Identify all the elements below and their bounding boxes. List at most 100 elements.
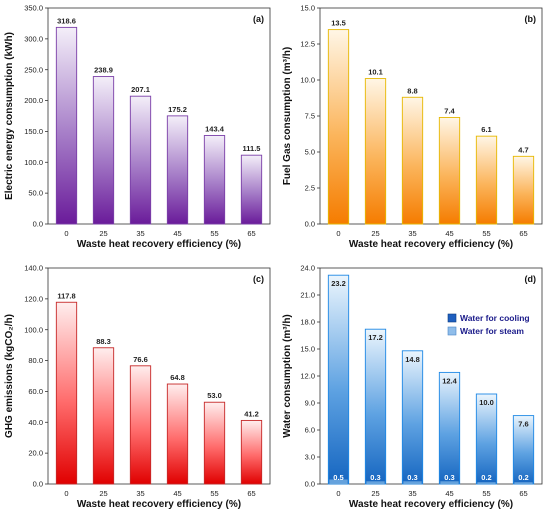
x-tick-label: 0 xyxy=(336,489,340,498)
steam-value-label: 0.2 xyxy=(518,473,528,482)
y-ticks-c: 0.0 20.0 40.0 60.0 80.0 100.0 120.0 140.0 xyxy=(24,264,48,489)
bars-c: 117.8 88.3 76.6 64.8 53.0 41.2 xyxy=(55,291,263,485)
bar-value-label: 111.5 xyxy=(243,144,261,153)
bar-value-label: 238.9 xyxy=(94,66,113,75)
legend-d: Water for cooling Water for steam xyxy=(447,313,530,336)
bar-value-label: 23.2 xyxy=(331,279,346,288)
y-tick-label: 60.0 xyxy=(28,387,43,396)
bar-steam xyxy=(403,481,422,484)
legend-swatch-steam xyxy=(447,326,457,336)
x-axis-title-a: Waste heat recovery efficiency (%) xyxy=(77,239,241,250)
legend-label-cooling: Water for cooling xyxy=(460,313,530,323)
x-tick-label: 45 xyxy=(173,489,181,498)
x-tick-label: 55 xyxy=(210,229,218,238)
y-tick-label: 80.0 xyxy=(28,356,43,365)
x-ticks-d: 0 25 35 45 55 65 xyxy=(336,489,527,498)
x-tick-label: 25 xyxy=(99,229,107,238)
bar-value-label: 7.4 xyxy=(444,106,455,115)
plot-frame-c xyxy=(47,267,271,485)
x-tick-label: 65 xyxy=(247,489,255,498)
panel-tag-a: (a) xyxy=(253,14,264,24)
x-tick-label: 65 xyxy=(247,229,255,238)
x-tick-label: 35 xyxy=(136,229,144,238)
bar-value-label: 6.1 xyxy=(481,125,491,134)
bar xyxy=(203,401,226,485)
bar-value-label: 4.7 xyxy=(518,145,528,154)
bar xyxy=(92,347,115,485)
x-tick-label: 55 xyxy=(482,489,490,498)
y-tick-label: 0.0 xyxy=(305,220,315,229)
legend-swatch-cooling xyxy=(447,313,457,323)
y-tick-label: 250.0 xyxy=(24,65,43,74)
x-tick-label: 45 xyxy=(173,229,181,238)
steam-value-label: 0.3 xyxy=(444,473,454,482)
bar-value-label: 10.0 xyxy=(479,398,494,407)
bar-value-label: 175.2 xyxy=(168,105,187,114)
bar-value-label: 12.4 xyxy=(442,376,457,385)
y-tick-label: 0.0 xyxy=(33,480,43,489)
steam-value-label: 0.5 xyxy=(333,473,343,482)
bar xyxy=(512,155,535,225)
y-axis-title-b: Fuel Gas consumption (m³/h) xyxy=(282,47,293,185)
bar-steam xyxy=(440,481,459,484)
x-tick-label: 55 xyxy=(210,489,218,498)
bar-value-label: 8.8 xyxy=(407,86,417,95)
y-axis-title-c: GHG emissions (kgCO₂/h) xyxy=(4,314,15,438)
bar xyxy=(55,26,78,225)
y-tick-label: 18.0 xyxy=(300,318,315,327)
bar-steam xyxy=(366,481,385,484)
bar-value-label: 64.8 xyxy=(170,373,185,382)
y-tick-label: 50.0 xyxy=(28,189,43,198)
steam-value-label: 0.2 xyxy=(481,473,491,482)
x-tick-label: 65 xyxy=(519,489,527,498)
panel-b: 0.0 2.5 5.0 7.5 10.0 12.5 15.0 13.5 10.1 8.8 7.4 6… xyxy=(282,4,543,250)
y-ticks-d: 0.0 3.0 6.0 9.0 12.0 15.0 18.0 21.0 24.0 xyxy=(300,264,320,489)
bar-value-label: 207.1 xyxy=(131,85,150,94)
y-tick-label: 15.0 xyxy=(300,345,315,354)
bar xyxy=(475,135,498,225)
plot-frame-b xyxy=(319,7,543,225)
y-tick-label: 7.5 xyxy=(305,112,315,121)
x-tick-label: 25 xyxy=(371,229,379,238)
y-tick-label: 21.0 xyxy=(300,291,315,300)
bar xyxy=(240,419,263,485)
y-tick-label: 12.0 xyxy=(300,372,315,381)
bar xyxy=(364,78,387,225)
y-tick-label: 6.0 xyxy=(305,426,315,435)
x-tick-label: 35 xyxy=(408,489,416,498)
bar xyxy=(364,328,387,485)
y-tick-label: 300.0 xyxy=(24,34,43,43)
bar-steam xyxy=(514,482,533,484)
y-ticks-b: 0.0 2.5 5.0 7.5 10.0 12.5 15.0 xyxy=(300,4,320,229)
bars-b: 13.5 10.1 8.8 7.4 6.1 4.7 xyxy=(327,19,535,225)
y-axis-title-d: Water consumption (m³/h) xyxy=(282,314,293,438)
bar-value-label: 117.8 xyxy=(57,291,75,300)
x-tick-label: 25 xyxy=(371,489,379,498)
bar xyxy=(327,29,350,225)
y-ticks-a: 0.0 50.0 100.0 150.0 200.0 250.0 300.0 350.0 xyxy=(24,4,48,229)
y-tick-label: 0.0 xyxy=(33,220,43,229)
bar xyxy=(438,371,461,485)
bar xyxy=(166,115,189,225)
bar xyxy=(203,135,226,225)
panel-tag-d: (d) xyxy=(525,274,537,284)
x-tick-label: 25 xyxy=(99,489,107,498)
y-tick-label: 2.5 xyxy=(305,184,315,193)
x-tick-label: 55 xyxy=(482,229,490,238)
bar xyxy=(401,96,424,225)
x-tick-label: 45 xyxy=(445,489,453,498)
bar xyxy=(438,116,461,225)
bars-a: 318.6 238.9 207.1 175.2 143.4 111.5 xyxy=(55,16,263,225)
x-axis-title-b: Waste heat recovery efficiency (%) xyxy=(349,239,513,250)
x-axis-title-d: Waste heat recovery efficiency (%) xyxy=(349,499,513,510)
x-axis-title-c: Waste heat recovery efficiency (%) xyxy=(77,499,241,510)
bar xyxy=(475,393,498,485)
bar xyxy=(55,301,78,485)
bar-value-label: 143.4 xyxy=(205,125,225,134)
y-tick-label: 10.0 xyxy=(300,76,315,85)
bar xyxy=(129,365,152,485)
panel-tag-b: (b) xyxy=(525,14,537,24)
panel-a: 0.0 50.0 100.0 150.0 200.0 250.0 300.0 350.0 31… xyxy=(4,4,271,250)
x-ticks-b: 0 25 35 45 55 65 xyxy=(336,229,527,238)
x-tick-label: 0 xyxy=(64,229,68,238)
